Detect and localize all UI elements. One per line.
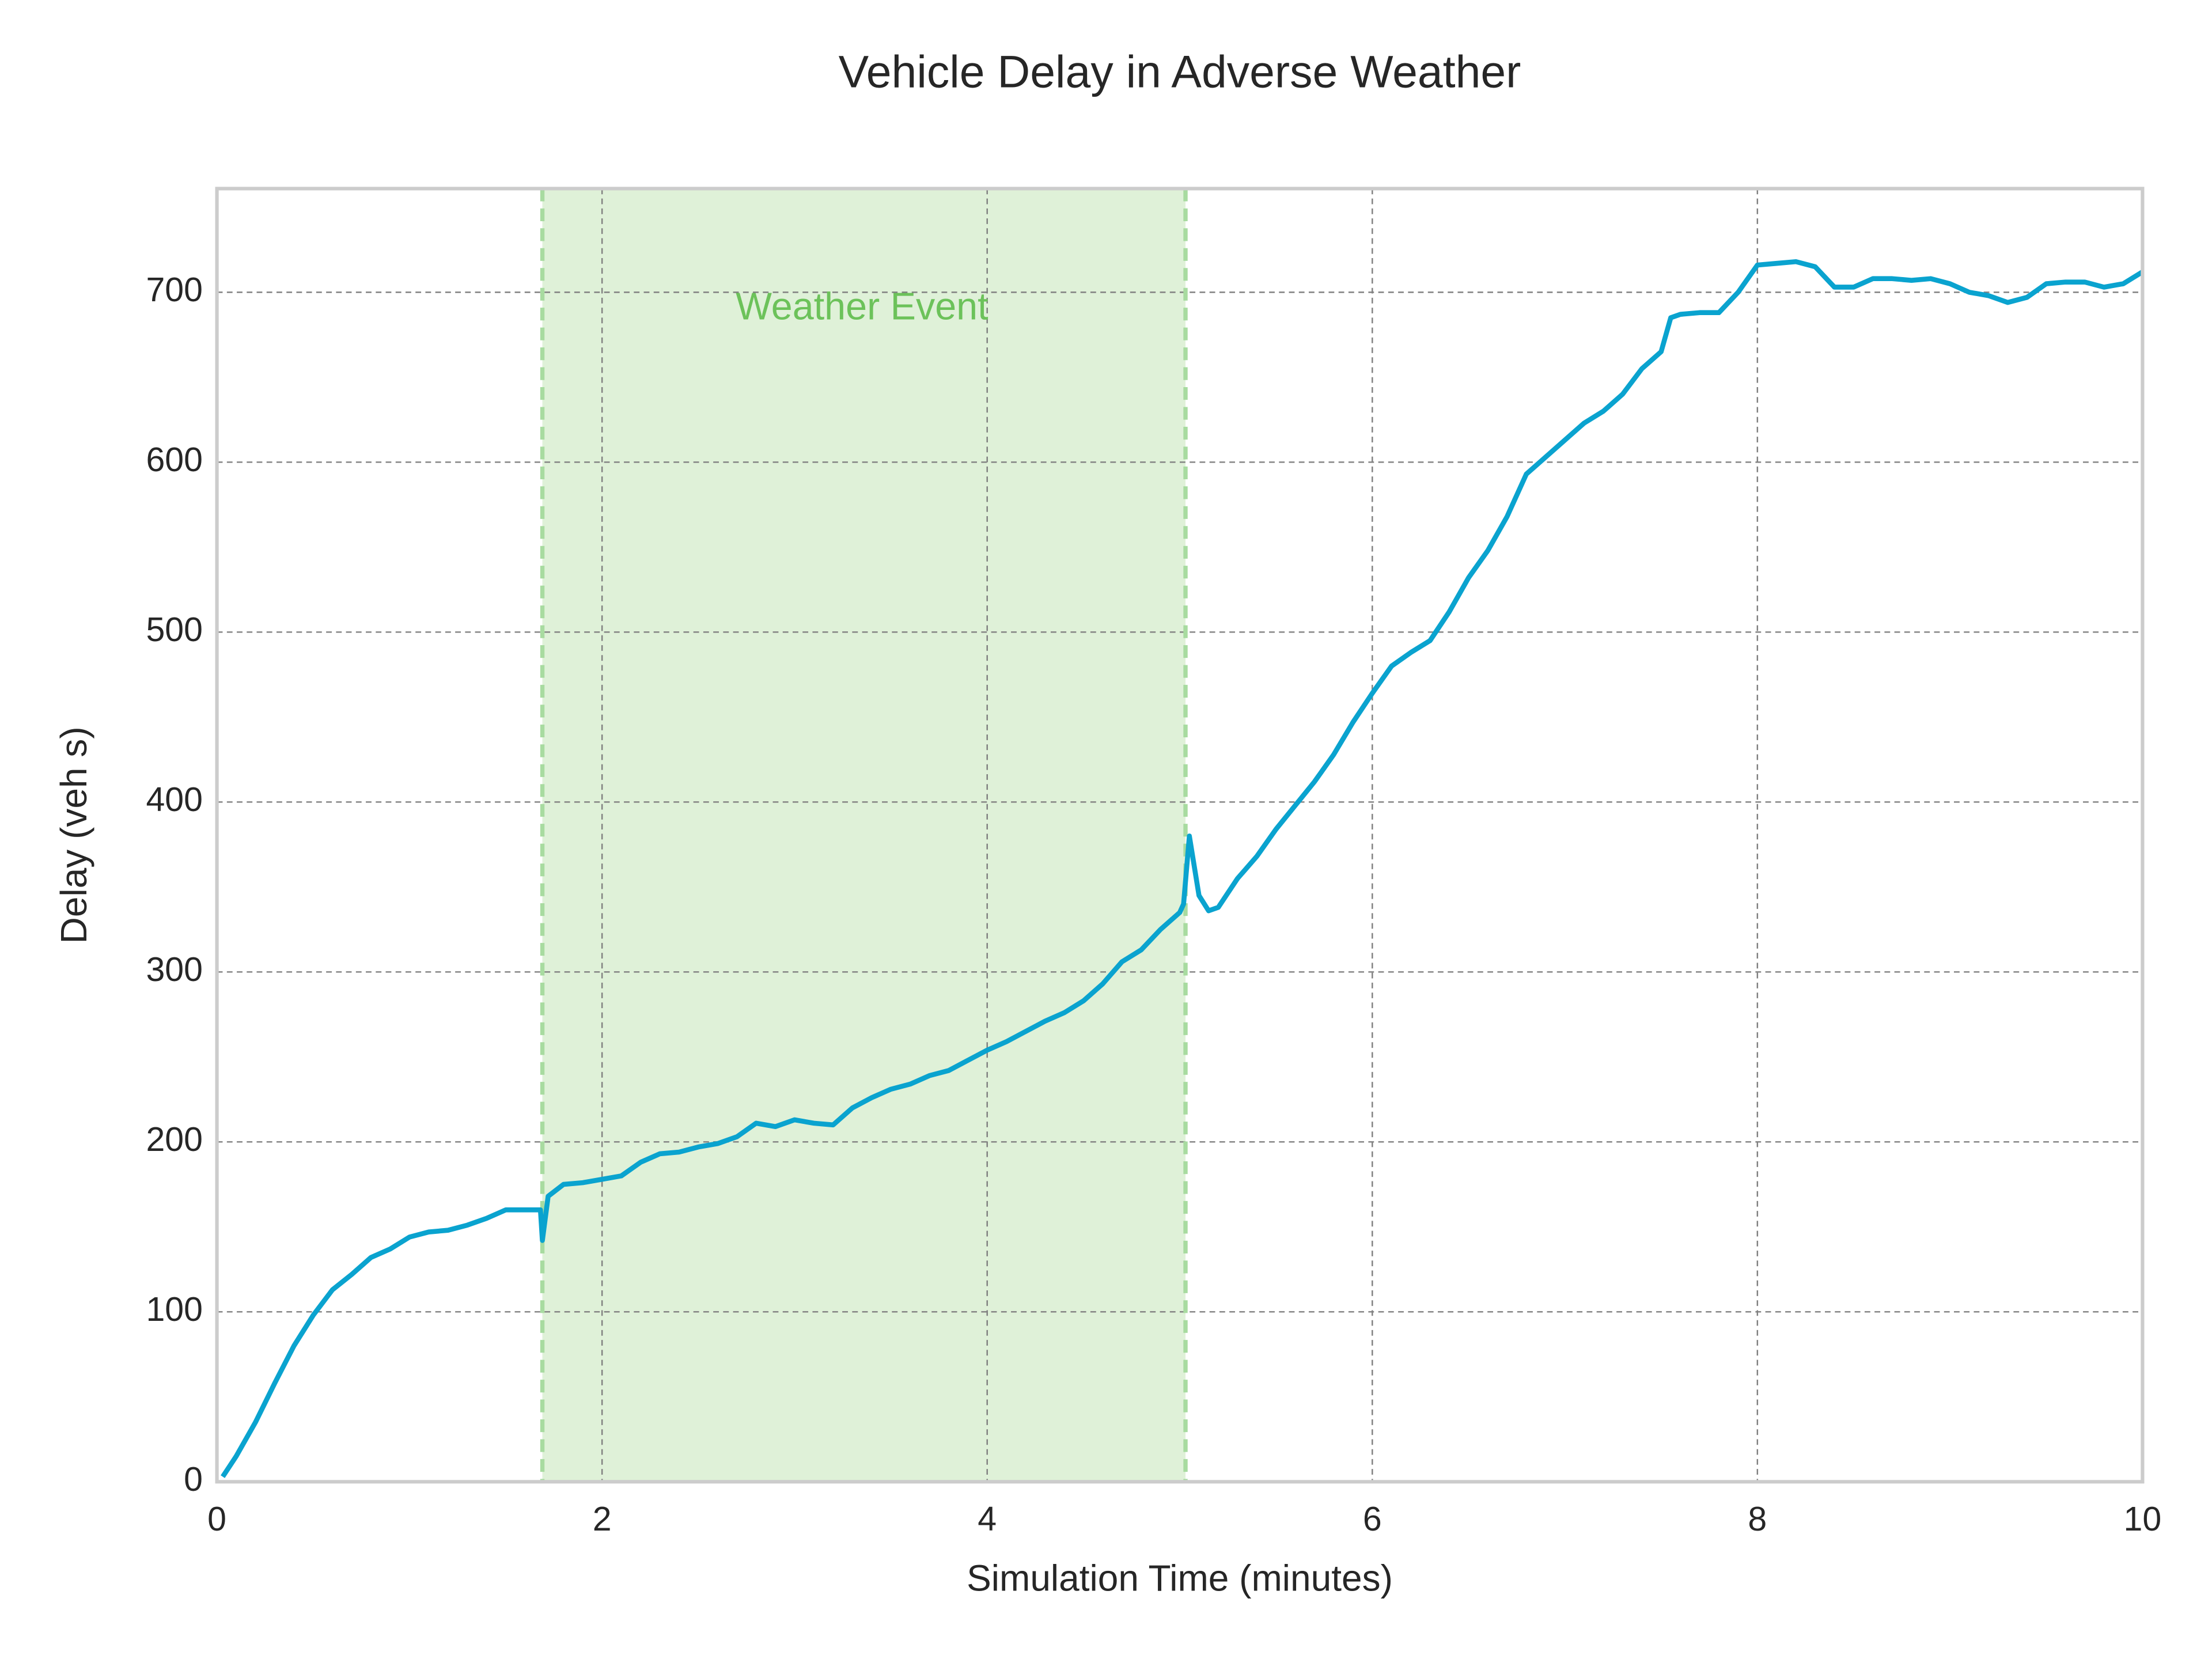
- x-tick-label: 10: [2124, 1500, 2162, 1538]
- x-tick-label: 0: [207, 1500, 226, 1538]
- highlight-region: [542, 188, 1186, 1482]
- x-tick-label: 8: [1748, 1500, 1767, 1538]
- x-tick-label: 4: [978, 1500, 997, 1538]
- x-tick-label: 2: [593, 1500, 612, 1538]
- chart-title: Vehicle Delay in Adverse Weather: [839, 46, 1521, 97]
- y-tick-label: 400: [146, 781, 203, 819]
- x-tick-label: 6: [1363, 1500, 1382, 1538]
- y-tick-label: 100: [146, 1290, 203, 1328]
- y-tick-label: 200: [146, 1120, 203, 1158]
- plot-frame: [215, 187, 2145, 1484]
- y-tick-label: 0: [184, 1460, 203, 1498]
- y-tick-label: 500: [146, 611, 203, 649]
- y-axis-label: Delay (veh s): [53, 726, 94, 944]
- y-tick-label: 300: [146, 950, 203, 988]
- x-axis-label: Simulation Time (minutes): [967, 1558, 1393, 1599]
- data-line: [221, 259, 2144, 1478]
- y-tick-label: 600: [146, 441, 203, 479]
- y-tick-label: 700: [146, 271, 203, 309]
- annotation: Weather Event: [736, 285, 988, 328]
